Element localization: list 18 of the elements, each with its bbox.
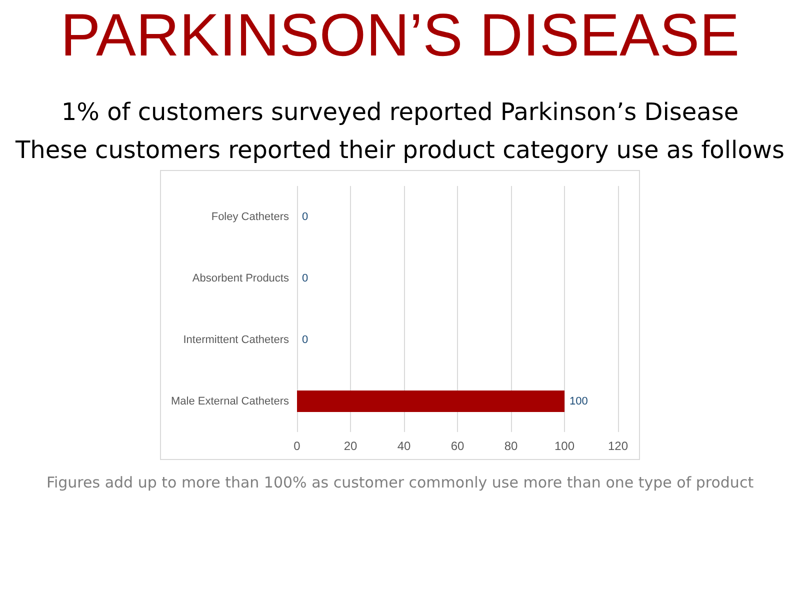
chart-title: PARKINSON’S DISEASE [60,2,740,68]
y-tick-label: Male External Catheters [171,395,290,408]
x-tick-label: 80 [504,439,518,453]
x-tick-label: 20 [344,439,358,453]
data-label: 100 [570,395,588,408]
y-tick-label: Absorbent Products [192,272,290,284]
data-label: 0 [302,272,308,284]
y-tick-label: Foley Catheters [211,210,290,223]
chart-subtitle: 1% of customers surveyed reported Parkinson’s Disease These customers reported their product category use as follows [14,98,785,164]
x-tick-label: 100 [554,439,575,453]
x-tick-label: 40 [397,439,411,453]
y-tick-label: Intermittent Catheters [183,334,290,346]
x-tick-label: 120 [608,439,628,453]
x-tick-label: 60 [450,439,464,453]
x-tick-label: 0 [294,439,301,453]
data-label: 0 [302,210,308,223]
data-label: 0 [302,334,308,346]
text: Figures add up to more than 100% as customer commonly use more than one type of product [46,474,754,492]
